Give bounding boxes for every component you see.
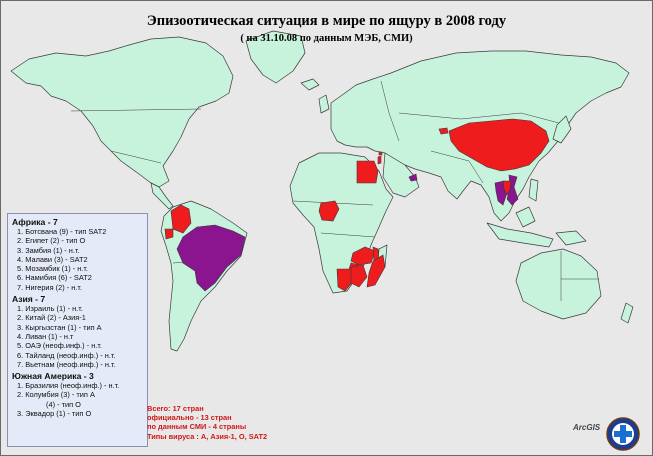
land-australia bbox=[515, 248, 602, 320]
land-north-america bbox=[10, 36, 234, 188]
land-central-america bbox=[150, 182, 174, 210]
legend-item: 5. Мозамбик (1) - н.т. bbox=[17, 264, 88, 274]
totals-line: официально - 13 стран bbox=[147, 413, 232, 423]
totals-line: Типы вируса : А, Азия-1, О, SAT2 bbox=[147, 431, 268, 441]
border-russia-south bbox=[398, 112, 560, 124]
country-botswana bbox=[350, 264, 368, 288]
border-usa-mexico bbox=[110, 150, 162, 164]
totals-line: Всего: 17 стран bbox=[147, 404, 204, 413]
country-ecuador bbox=[164, 228, 174, 240]
country-nigeria bbox=[318, 200, 340, 222]
land-greenland bbox=[245, 30, 306, 84]
land-new-zealand bbox=[620, 302, 634, 324]
border-usa-canada bbox=[70, 108, 202, 112]
legend-item: 3. Замбия (1) - н.т. bbox=[17, 245, 80, 255]
land-iceland bbox=[300, 78, 320, 91]
legend-header-asia: Азия - 7 bbox=[12, 294, 46, 305]
country-china bbox=[448, 118, 550, 172]
legend-item: 1. Бразилия (неоф.инф.) - н.т. bbox=[17, 381, 120, 391]
legend-item: (4) - тип О bbox=[46, 399, 81, 409]
legend-panel: Африка - 7 1. Ботсвана (9) - тип SAT2 2.… bbox=[7, 213, 148, 447]
country-israel bbox=[377, 155, 382, 165]
vet-emblem-icon bbox=[606, 417, 640, 451]
country-zambia bbox=[350, 246, 376, 266]
totals-line: по данным СМИ - 4 страны bbox=[147, 422, 247, 432]
legend-item: 2. Колумбия (3) - тип А bbox=[17, 390, 95, 400]
country-laos-cambodia bbox=[502, 180, 512, 196]
legend-header-africa: Африка - 7 bbox=[12, 217, 58, 227]
border-india bbox=[430, 150, 484, 184]
border-russia-west bbox=[380, 80, 400, 142]
map-title: Эпизоотическая ситуация в мире по ящуру … bbox=[146, 13, 507, 29]
legend-item: 4. Малави (3) - SAT2 bbox=[17, 254, 88, 264]
country-uae bbox=[408, 173, 418, 182]
legend-item: 3. Кыргызстан (1) - тип А bbox=[17, 322, 102, 332]
legend-item: 6. Тайланд (неоф.инф.) - н.т. bbox=[17, 350, 116, 360]
legend-item: 2. Китай (2) - Азия-1 bbox=[17, 313, 86, 323]
land-philippines bbox=[528, 178, 539, 202]
land-uk bbox=[318, 94, 330, 114]
legend-item: 1. Израиль (1) - н.т. bbox=[17, 304, 83, 314]
country-egypt bbox=[356, 160, 379, 184]
country-kyrgyzstan bbox=[438, 127, 449, 135]
legend-item: 6. Намибия (6) - SAT2 bbox=[17, 273, 92, 283]
map-subtitle: ( на 31.10.08 по данным МЭБ, СМИ) bbox=[240, 33, 413, 44]
country-lebanon bbox=[378, 151, 383, 156]
land-indonesia bbox=[486, 222, 554, 248]
land-japan bbox=[552, 115, 572, 144]
legend-item: 7. Вьетнам (неоф.инф.) - н.т. bbox=[17, 359, 116, 369]
arcgis-logo: ArcGIS bbox=[573, 423, 601, 432]
legend-item: 7. Нигерия (2) - н.т. bbox=[17, 282, 82, 292]
border-africa-central bbox=[320, 232, 376, 238]
land-borneo bbox=[515, 206, 536, 228]
border-australia bbox=[560, 251, 599, 301]
country-mozambique bbox=[366, 254, 386, 288]
legend-header-south-america: Южная Америка - 3 bbox=[12, 371, 94, 382]
totals-summary: Всего: 17 стран официально - 13 стран по… bbox=[147, 404, 267, 441]
legend-item: 5. ОАЭ (неоф.инф.) - н.т. bbox=[17, 341, 102, 351]
legend-item: 2. Египет (2) - тип О bbox=[17, 236, 86, 246]
land-arabia bbox=[382, 152, 420, 198]
legend-item: 1. Ботсвана (9) - тип SAT2 bbox=[17, 227, 107, 236]
land-new-guinea bbox=[555, 230, 587, 246]
country-brazil bbox=[176, 224, 246, 292]
legend-item: 4. Ливан (1) - н.т bbox=[17, 331, 74, 341]
legend-item: 3. Эквадор (1) - тип О bbox=[17, 409, 92, 419]
